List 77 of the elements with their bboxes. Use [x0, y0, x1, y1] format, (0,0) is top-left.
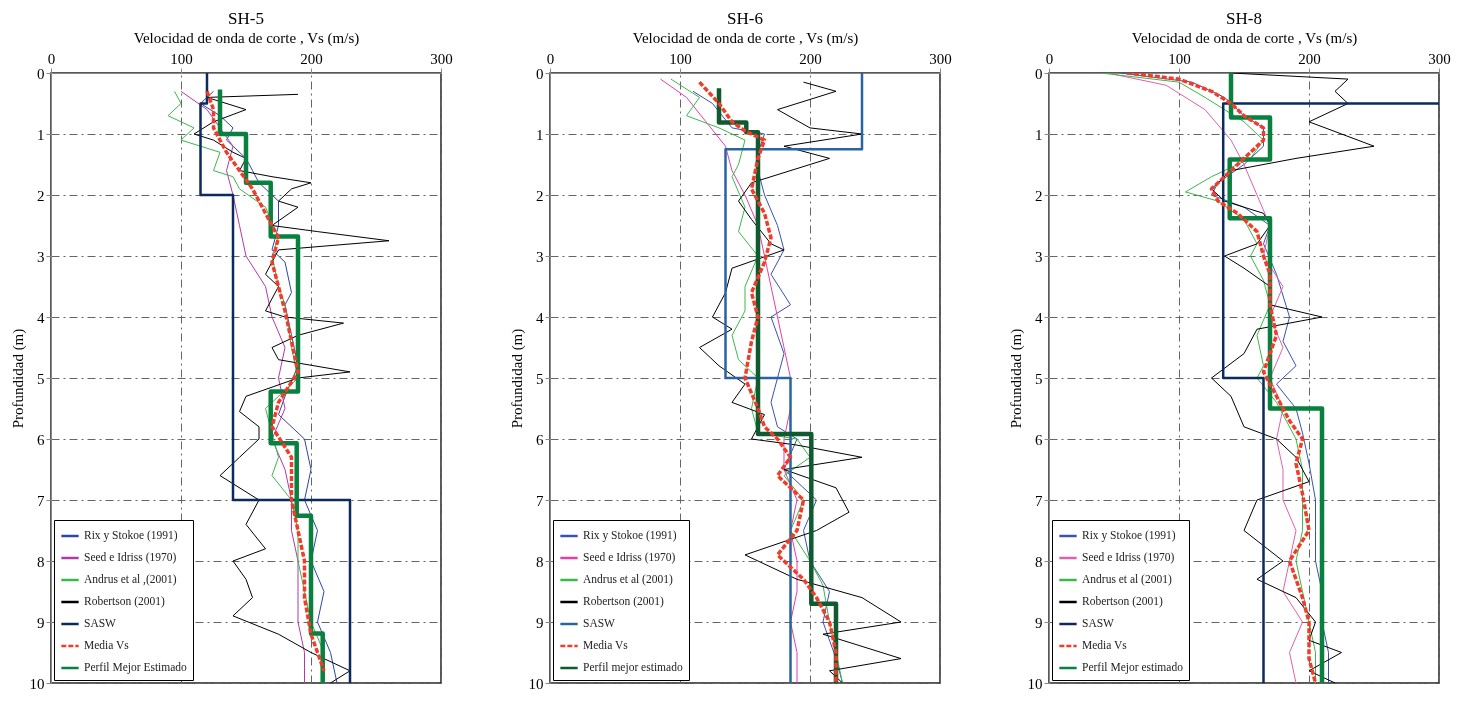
- legend-label: Rix y Stokoe (1991): [84, 529, 178, 542]
- y-tick-label: 5: [37, 370, 45, 387]
- x-tick-label: 100: [1168, 50, 1191, 67]
- legend-label: Robertson (2001): [583, 595, 664, 608]
- x-tick-label: 100: [170, 50, 193, 67]
- legend-label: Media Vs: [84, 639, 130, 651]
- legend-label: Perfil Mejor Estimado: [84, 661, 188, 674]
- y-tick-label: 8: [37, 553, 45, 570]
- y-tick-label: 10: [528, 675, 544, 692]
- x-tick-label: 100: [669, 50, 692, 67]
- y-tick-label: 0: [1035, 65, 1043, 82]
- y-tick-label: 5: [536, 370, 544, 387]
- y-tick-label: 2: [536, 187, 544, 204]
- y-tick-label: 9: [1035, 614, 1043, 631]
- chart-title: SH-8: [1226, 9, 1262, 28]
- line-series: [1211, 73, 1375, 683]
- y-tick-label: 4: [1035, 309, 1043, 326]
- x-tick-label: 200: [1298, 50, 1321, 67]
- y-tick-label: 8: [536, 553, 544, 570]
- y-tick-label: 2: [1035, 187, 1043, 204]
- legend-label: Robertson (2001): [1082, 595, 1163, 608]
- legend-label: Seed e Idriss (1970): [583, 551, 676, 564]
- y-tick-label: 9: [37, 614, 45, 631]
- legend-label: SASW: [84, 617, 117, 629]
- x-axis-title: Velocidad de onda de corte , Vs (m/s): [1131, 29, 1358, 47]
- legend-label: Media Vs: [583, 639, 629, 651]
- y-tick-label: 7: [37, 492, 45, 509]
- line-series: [193, 93, 390, 683]
- y-tick-label: 10: [1027, 675, 1043, 692]
- y-tick-label: 1: [536, 126, 544, 143]
- y-tick-label: 6: [37, 431, 45, 448]
- y-tick-label: 8: [1035, 553, 1043, 570]
- x-axis-title: Velocidad de onda de corte , Vs (m/s): [133, 29, 360, 47]
- y-tick-label: 0: [37, 65, 45, 82]
- y-tick-label: 3: [536, 248, 544, 265]
- legend-label: Media Vs: [1082, 639, 1128, 651]
- legend-label: Rix y Stokoe (1991): [583, 529, 677, 542]
- legend-label: Andrus et al (2001): [1082, 573, 1172, 586]
- legend-label: Andrus et al ,(2001): [84, 573, 177, 586]
- chart-title: SH-6: [727, 9, 763, 28]
- x-tick-label: 300: [929, 50, 952, 67]
- y-tick-label: 1: [37, 126, 45, 143]
- y-tick-label: 9: [536, 614, 544, 631]
- legend-label: SASW: [1082, 617, 1115, 629]
- line-series: [1227, 73, 1325, 683]
- legend-label: Seed e Idriss (1970): [1082, 551, 1175, 564]
- legend-label: Seed e Idriss (1970): [84, 551, 177, 564]
- y-tick-label: 10: [29, 675, 45, 692]
- line-series: [699, 81, 902, 683]
- y-tick-label: 1: [1035, 126, 1043, 143]
- legend-label: SASW: [583, 617, 616, 629]
- x-axis-title: Velocidad de onda de corte , Vs (m/s): [632, 29, 859, 47]
- y-tick-label: 2: [37, 187, 45, 204]
- x-tick-label: 200: [799, 50, 822, 67]
- y-tick-label: 3: [1035, 248, 1043, 265]
- x-tick-label: 200: [300, 50, 323, 67]
- y-tick-label: 7: [1035, 492, 1043, 509]
- x-tick-label: 300: [1428, 50, 1451, 67]
- legend-label: Perfil Mejor estimado: [1082, 661, 1184, 674]
- y-tick-label: 6: [1035, 431, 1043, 448]
- y-axis-title: Profundidad (m): [1007, 328, 1025, 429]
- y-axis-title: Profundidad (m): [508, 328, 526, 429]
- legend-label: Robertson (2001): [84, 595, 165, 608]
- x-tick-label: 300: [430, 50, 453, 67]
- y-tick-label: 3: [37, 248, 45, 265]
- y-tick-label: 5: [1035, 370, 1043, 387]
- legend-label: Perfil mejor estimado: [583, 661, 683, 674]
- legend-label: Rix y Stokoe (1991): [1082, 529, 1176, 542]
- y-tick-label: 6: [536, 431, 544, 448]
- y-axis-title: Profundidad (m): [9, 328, 27, 429]
- y-tick-label: 7: [536, 492, 544, 509]
- line-series: [724, 73, 864, 683]
- chart-title: SH-5: [228, 9, 264, 28]
- y-tick-label: 4: [37, 309, 45, 326]
- y-tick-label: 0: [536, 65, 544, 82]
- legend-label: Andrus et al (2001): [583, 573, 673, 586]
- y-tick-label: 4: [536, 309, 544, 326]
